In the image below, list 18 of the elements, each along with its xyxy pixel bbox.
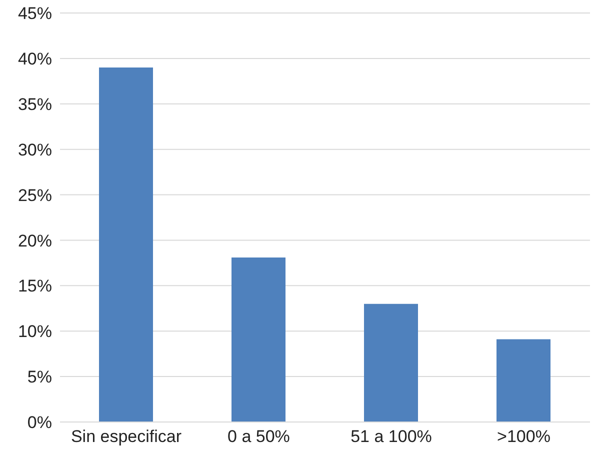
y-tick-label: 15% [18, 276, 52, 296]
bar [99, 68, 153, 422]
x-tick-label: 51 a 100% [350, 427, 432, 446]
x-tick-label: 0 a 50% [228, 427, 290, 446]
y-tick-label: 10% [18, 322, 52, 342]
y-tick-label: 40% [18, 49, 52, 68]
y-tick-label: 0% [27, 413, 52, 432]
y-tick-label: 35% [18, 94, 52, 114]
y-tick-label: 20% [18, 231, 52, 250]
bar [496, 339, 550, 422]
bar [232, 257, 286, 422]
bar [364, 304, 418, 422]
y-tick-label: 25% [18, 186, 52, 205]
y-tick-label: 30% [18, 140, 52, 160]
x-tick-label: Sin especificar [70, 427, 182, 446]
y-tick-label: 5% [27, 368, 52, 387]
y-tick-label: 45% [18, 4, 52, 24]
x-tick-label: >100% [497, 427, 550, 446]
